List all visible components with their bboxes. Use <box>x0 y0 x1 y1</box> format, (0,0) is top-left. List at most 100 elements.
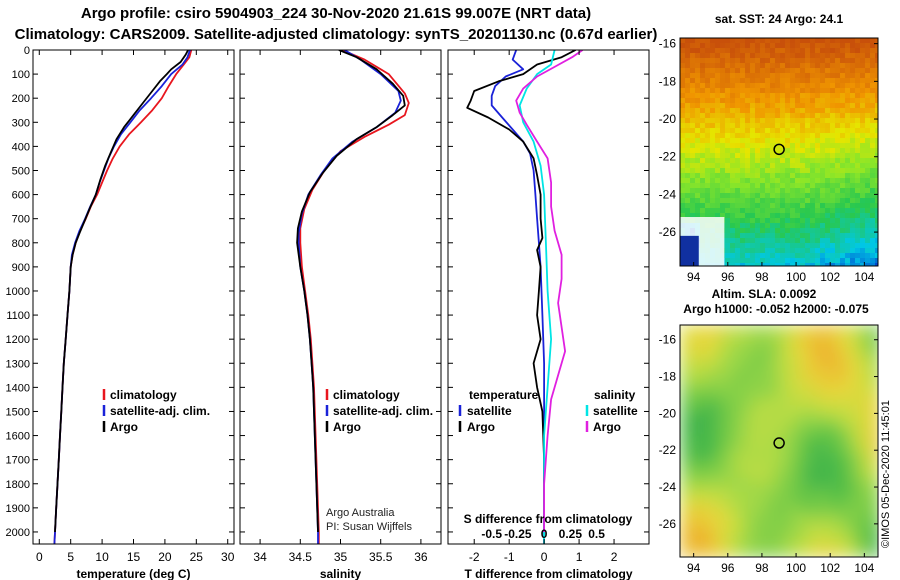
map-cell <box>820 53 826 59</box>
map-cell <box>815 158 821 164</box>
map-cell <box>745 173 751 179</box>
difference-series <box>466 50 584 544</box>
map-cell <box>776 517 785 526</box>
map-cell <box>865 198 871 204</box>
map-cell <box>780 263 786 266</box>
map-cell <box>690 123 696 129</box>
depth-tick-label: 400 <box>12 141 30 153</box>
map-cell <box>690 78 696 84</box>
map-cell <box>720 349 729 358</box>
map-cell <box>760 168 766 174</box>
map-cell <box>785 203 791 209</box>
map-cell <box>855 213 861 219</box>
map-cell <box>728 325 737 334</box>
map-cell <box>845 248 851 254</box>
map-cell <box>695 93 701 99</box>
map-cell <box>825 193 831 199</box>
map-cell <box>815 58 821 64</box>
map-cell <box>832 469 841 478</box>
map-cell <box>768 413 777 422</box>
map-cell <box>765 143 771 149</box>
map-cell <box>728 413 737 422</box>
map-cell <box>710 198 716 204</box>
map-cell <box>730 248 736 254</box>
map-cell <box>688 461 697 470</box>
map-cell <box>736 341 745 350</box>
map-cell <box>736 365 745 374</box>
map-cell <box>825 208 831 214</box>
map-cell <box>800 93 806 99</box>
map-cell <box>696 325 705 334</box>
map-cell <box>810 193 816 199</box>
map-cell <box>810 68 816 74</box>
map-cell <box>870 73 876 79</box>
map-cell <box>715 163 721 169</box>
map-cell <box>800 373 809 382</box>
map-cell <box>784 397 793 406</box>
map-cell <box>848 341 857 350</box>
map-cell <box>750 163 756 169</box>
map-cell <box>775 158 781 164</box>
map-cell <box>855 163 861 169</box>
map-cell <box>775 133 781 139</box>
map-cell <box>810 238 816 244</box>
map-cell <box>740 118 746 124</box>
map-cell <box>760 53 766 59</box>
map-cell <box>805 78 811 84</box>
map-cell <box>875 158 878 164</box>
map-cell <box>730 188 736 194</box>
map-cell <box>845 43 851 49</box>
x-axis-label: T difference from climatology <box>464 567 632 580</box>
map-cell <box>685 73 691 79</box>
map-cell <box>820 103 826 109</box>
map-cell <box>736 397 745 406</box>
map-cell <box>860 48 866 54</box>
map-cell <box>780 253 786 259</box>
map-cell <box>795 163 801 169</box>
map-cell <box>704 461 713 470</box>
map-cell <box>870 203 876 209</box>
map-cell <box>735 128 741 134</box>
map-cell <box>725 248 731 254</box>
map-cell <box>800 389 809 398</box>
map-cell <box>730 88 736 94</box>
map-cell <box>795 188 801 194</box>
map-cell <box>730 118 736 124</box>
map-cell <box>680 517 689 526</box>
map-cell <box>790 93 796 99</box>
map-cell <box>755 258 761 264</box>
map-cell <box>720 178 726 184</box>
map-cell <box>755 208 761 214</box>
map-cell <box>755 118 761 124</box>
map-cell <box>770 43 776 49</box>
map-cell <box>700 38 706 44</box>
map-cell <box>685 198 691 204</box>
map-cell <box>720 43 726 49</box>
map-cell <box>725 183 731 189</box>
x-tick-label: 35.5 <box>369 550 393 564</box>
map-cell <box>790 68 796 74</box>
map-cell <box>816 325 825 334</box>
map-cell <box>805 38 811 44</box>
map-cell <box>680 88 686 94</box>
map-cell <box>816 453 825 462</box>
map-cell <box>808 429 817 438</box>
map-cell <box>820 83 826 89</box>
map-cell <box>750 143 756 149</box>
map-cell <box>835 68 841 74</box>
map-cell <box>720 48 726 54</box>
map-cell <box>784 421 793 430</box>
map-cell <box>865 73 871 79</box>
map-cell <box>780 228 786 234</box>
map-cell <box>860 68 866 74</box>
map-cell <box>750 178 756 184</box>
map-cell <box>720 68 726 74</box>
map-cell <box>695 168 701 174</box>
map-cell <box>848 477 857 486</box>
map-cell <box>705 43 711 49</box>
map-cell <box>825 93 831 99</box>
map-cell <box>735 183 741 189</box>
map-cell <box>688 525 697 534</box>
map-cell <box>848 389 857 398</box>
map-cell <box>760 113 766 119</box>
